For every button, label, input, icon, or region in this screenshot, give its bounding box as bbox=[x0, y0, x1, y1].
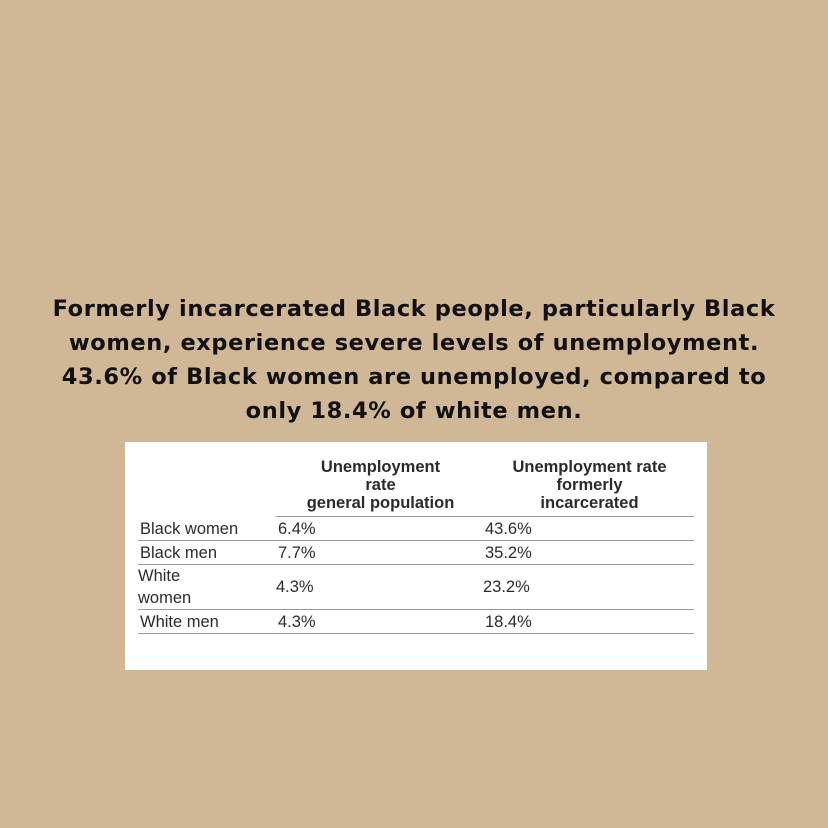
column-header-line: Unemployment bbox=[320, 458, 441, 476]
table-row: White men 4.3% 18.4% bbox=[138, 609, 694, 634]
headline-line: Formerly incarcerated Black people, part… bbox=[52, 296, 776, 322]
row-label: Black women bbox=[138, 516, 276, 541]
column-header-line: incarcerated bbox=[540, 494, 639, 512]
table-panel: Unemployment rate general population Une… bbox=[125, 442, 707, 670]
headline-line: women, experience severe levels of unemp… bbox=[68, 330, 760, 356]
cell-general-population: 4.3% bbox=[276, 609, 483, 634]
cell-formerly-incarcerated: 23.2% bbox=[483, 564, 694, 610]
cell-general-population: 4.3% bbox=[276, 564, 483, 610]
table-header-row: Unemployment rate general population Une… bbox=[138, 458, 694, 517]
column-header-line: Unemployment rate bbox=[512, 458, 667, 476]
cell-general-population: 6.4% bbox=[276, 516, 483, 541]
row-label-header bbox=[138, 458, 276, 517]
column-header-line: formerly bbox=[556, 476, 623, 494]
column-header-general-population: Unemployment rate general population bbox=[276, 458, 483, 517]
column-header-line: rate bbox=[365, 476, 396, 494]
row-label: White women bbox=[138, 564, 276, 610]
table-row: Black women 6.4% 43.6% bbox=[138, 516, 694, 541]
cell-general-population: 7.7% bbox=[276, 540, 483, 565]
row-label-line: White bbox=[138, 567, 181, 585]
table-row: Black men 7.7% 35.2% bbox=[138, 540, 694, 565]
cell-formerly-incarcerated: 35.2% bbox=[483, 540, 694, 565]
unemployment-table: Unemployment rate general population Une… bbox=[138, 458, 694, 634]
table-row: White women 4.3% 23.2% bbox=[138, 564, 694, 610]
column-header-formerly-incarcerated: Unemployment rate formerly incarcerated bbox=[483, 458, 694, 517]
cell-formerly-incarcerated: 43.6% bbox=[483, 516, 694, 541]
row-label: White men bbox=[138, 609, 276, 634]
headline-line: only 18.4% of white men. bbox=[245, 398, 583, 424]
cell-formerly-incarcerated: 18.4% bbox=[483, 609, 694, 634]
headline-line: 43.6% of Black women are unemployed, com… bbox=[61, 364, 767, 390]
row-label-line: women bbox=[138, 589, 192, 607]
headline: Formerly incarcerated Black people, part… bbox=[20, 292, 808, 428]
row-label: Black men bbox=[138, 540, 276, 565]
column-header-line: general population bbox=[306, 494, 455, 512]
